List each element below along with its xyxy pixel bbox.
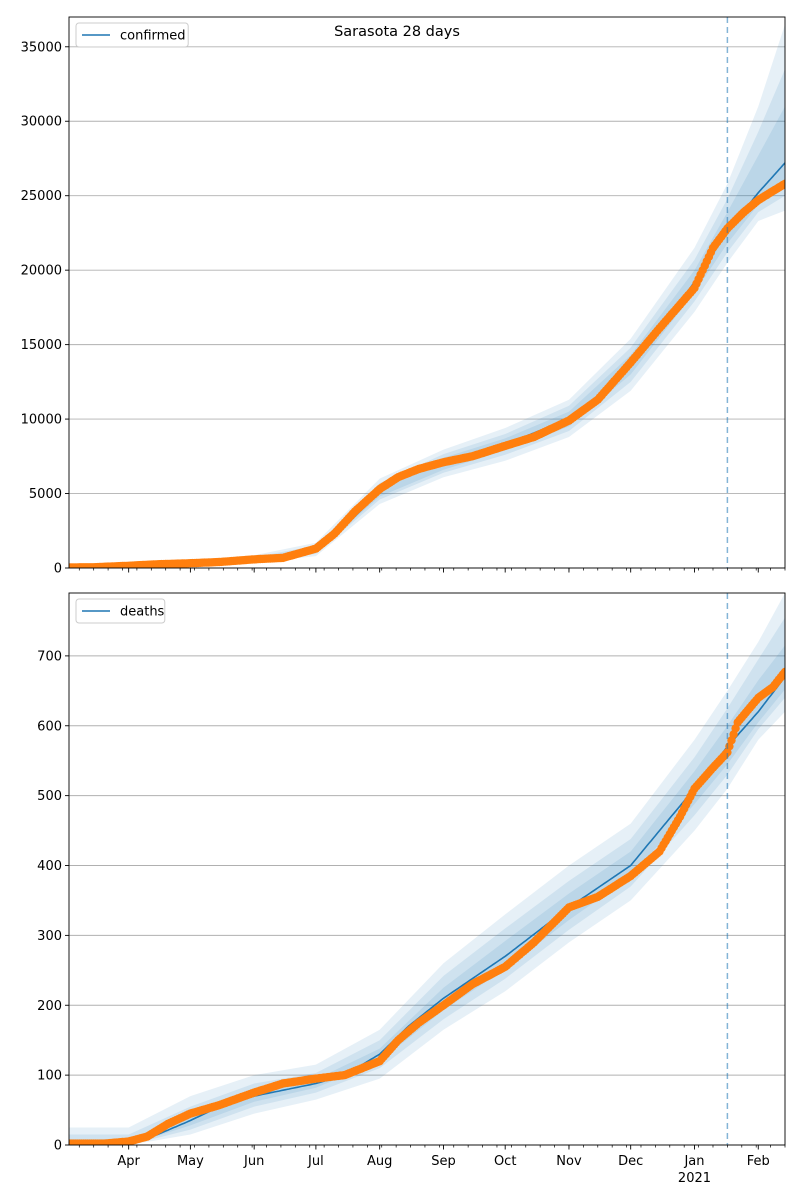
uncertainty-band xyxy=(69,24,785,568)
y-tick-label: 5000 xyxy=(29,487,62,502)
legend: deaths xyxy=(75,598,166,624)
x-tick-label: Jul xyxy=(307,1154,324,1169)
x-tick-label: Jan xyxy=(683,1154,704,1169)
y-tick-label: 20000 xyxy=(21,264,62,279)
x-tick-label: Apr xyxy=(117,1154,140,1169)
x-tick-label: Nov xyxy=(556,1154,582,1169)
y-tick-label: 35000 xyxy=(21,40,62,55)
axes-frame xyxy=(68,16,786,569)
y-tick-label: 0 xyxy=(54,1139,62,1154)
figure-title: Sarasota 28 days xyxy=(334,24,460,40)
y-tick-label: 300 xyxy=(37,929,62,944)
x-tick-label: Sep xyxy=(431,1154,456,1169)
x-tick-label: Jun xyxy=(243,1154,264,1169)
legend-label: confirmed xyxy=(120,29,186,44)
x-tick-label: Feb xyxy=(747,1154,770,1169)
y-tick-label: 0 xyxy=(54,562,62,577)
y-tick-label: 30000 xyxy=(21,115,62,130)
y-tick-label: 500 xyxy=(37,789,62,804)
x-tick-sublabel: 2021 xyxy=(678,1171,711,1186)
y-tick-label: 600 xyxy=(37,719,62,734)
confirmed-panel: 0 5000 10000 15000 20000 25000 30000 35000 confi… xyxy=(21,16,786,577)
observed-points xyxy=(69,179,785,568)
x-tick-label: Oct xyxy=(494,1154,516,1169)
y-tick-label: 15000 xyxy=(21,338,62,353)
observed-point xyxy=(780,667,785,677)
legend-label: deaths xyxy=(120,605,165,620)
deaths-panel: 0 100 200 300 400 500 600 700 Apr May Jun Jul Aug Sep… xyxy=(37,592,786,1186)
y-tick-label: 400 xyxy=(37,859,62,874)
y-tick-label: 700 xyxy=(37,649,62,664)
axes-frame xyxy=(68,592,786,1146)
plot-area xyxy=(69,593,785,1145)
plot-area xyxy=(69,24,785,568)
legend-box xyxy=(75,22,189,48)
x-tick-label: May xyxy=(177,1154,204,1169)
observed-point xyxy=(780,179,785,188)
observed-points xyxy=(69,667,785,1145)
model-line-deaths xyxy=(69,676,785,1145)
x-tick-label: Dec xyxy=(618,1154,643,1169)
y-tick-label: 100 xyxy=(37,1069,62,1084)
x-tick-label: Aug xyxy=(367,1154,392,1169)
legend: confirmed xyxy=(75,22,189,48)
y-tick-label: 25000 xyxy=(21,189,62,204)
y-tick-label: 200 xyxy=(37,999,62,1014)
legend-box xyxy=(75,598,166,624)
uncertainty-band xyxy=(69,106,785,568)
y-tick-label: 10000 xyxy=(21,413,62,428)
